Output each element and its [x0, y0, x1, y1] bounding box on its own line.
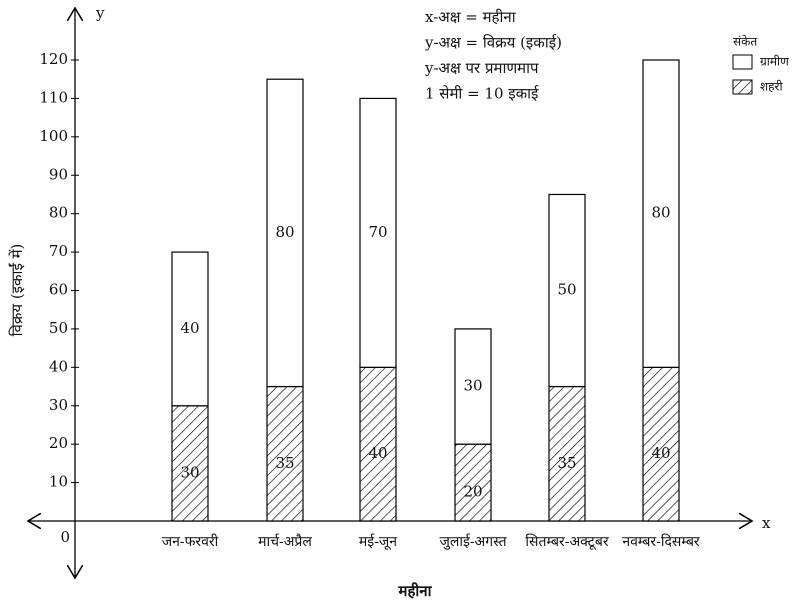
y-tick-label: 100: [39, 127, 68, 145]
y-tick-label: 20: [49, 434, 68, 452]
bar-segment: [171, 251, 209, 407]
annotation: y-अक्ष पर प्रमाणमाप: [424, 59, 539, 77]
data-label: 40: [368, 444, 387, 462]
y-axis-letter: y: [95, 4, 105, 22]
x-tick-label: सितम्बर-अक्टूबर: [525, 534, 609, 550]
data-label: 35: [557, 454, 576, 472]
bar-segment: [359, 97, 397, 368]
y-tick-label: 80: [49, 204, 68, 222]
legend-label: ग्रामीण: [760, 55, 789, 69]
bar-segment: [266, 78, 304, 388]
bar-segment: [548, 385, 586, 522]
y-tick-label: 10: [49, 473, 68, 491]
y-tick-label: 120: [39, 50, 68, 68]
y-axis-title: विक्रय (इकाईं में): [8, 244, 26, 337]
data-label: 80: [651, 204, 670, 222]
y-tick-label: 30: [49, 396, 68, 414]
y-tick-label: 50: [49, 319, 68, 337]
annotation: y-अक्ष = विक्रय (इकाई): [424, 34, 562, 52]
data-label: 70: [368, 223, 387, 241]
y-tick-label: 90: [49, 165, 68, 183]
x-axis-letter: x: [762, 514, 771, 532]
data-label: 20: [463, 483, 482, 501]
x-tick-label: मार्च-अप्रैल: [258, 534, 312, 550]
x-tick-label: जन-फरवरी: [161, 534, 219, 550]
y-tick-label: 40: [49, 357, 68, 375]
data-label: 30: [463, 377, 482, 395]
y-tick-label: 110: [39, 88, 68, 106]
legend-swatch: [732, 79, 753, 95]
y-tick-label: 70: [49, 242, 68, 260]
legend-swatch: [732, 54, 753, 70]
annotation: x-अक्ष = महीना: [425, 8, 517, 26]
data-label: 50: [557, 281, 576, 299]
legend-label: शहरी: [760, 80, 783, 94]
y-tick-label: 0: [60, 528, 70, 546]
bar-segment: [642, 59, 680, 368]
x-tick-label: जुलाई-अगस्त: [439, 534, 507, 550]
bar-segment: [359, 366, 397, 522]
data-label: 40: [180, 319, 199, 337]
x-tick-label: मई-जून: [358, 534, 398, 550]
data-label: 30: [180, 463, 199, 481]
annotation: 1 सेमी = 10 इकाई: [425, 85, 539, 103]
data-label: 40: [651, 444, 670, 462]
bar-segment: [266, 385, 304, 522]
y-tick-label: 60: [49, 281, 68, 299]
legend-title: संकेत: [733, 35, 758, 49]
x-axis-title: महीना: [397, 582, 432, 600]
bar-segment: [454, 328, 492, 445]
data-label: 35: [275, 454, 294, 472]
bar-segment: [548, 193, 586, 388]
x-tick-label: नवम्बर-दिसम्बर: [622, 534, 700, 550]
bar-segment: [171, 405, 209, 522]
data-label: 80: [275, 223, 294, 241]
